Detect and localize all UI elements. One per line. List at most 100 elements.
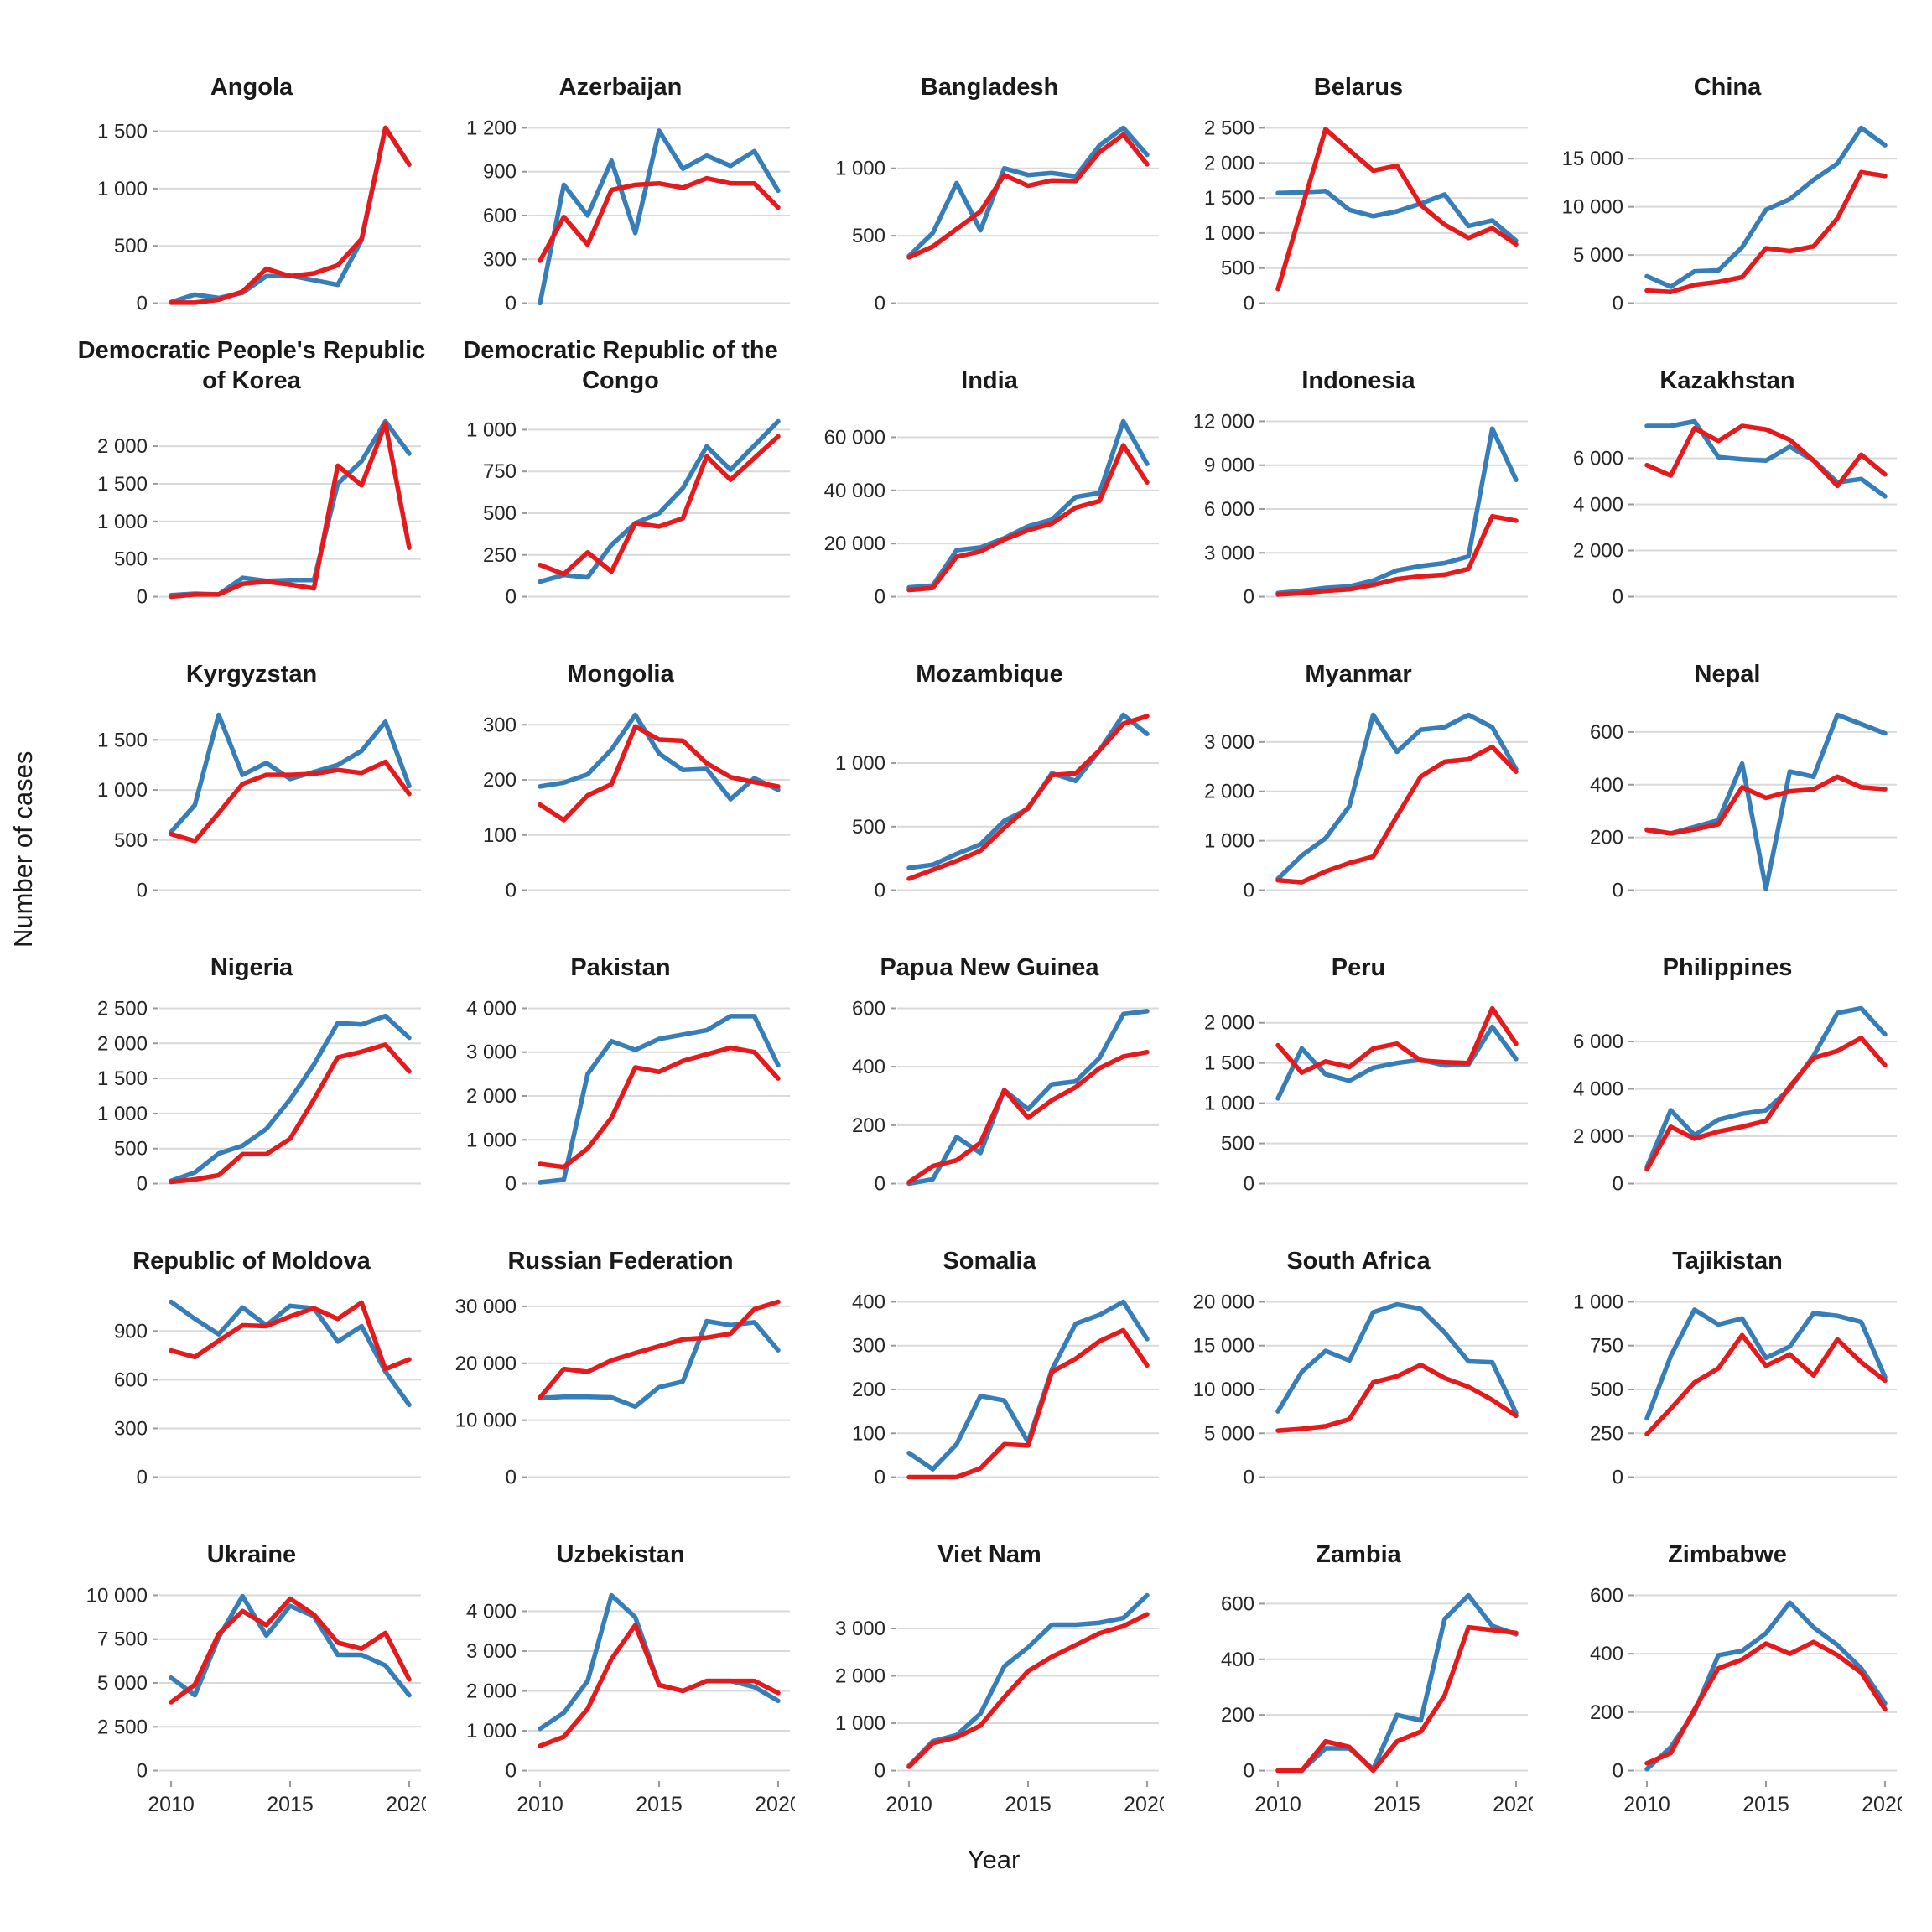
y-tick-label: 1 000 <box>97 779 148 802</box>
panel-zambia: Zambia 0 200 400 600 2010 2015 2020 <box>1184 1508 1533 1823</box>
y-tick-label: 600 <box>114 1368 148 1391</box>
y-tick-label: 2 500 <box>97 1716 148 1738</box>
blue-series-line <box>169 1299 412 1408</box>
y-tick-label: 2 000 <box>1573 540 1623 563</box>
y-tick-label: 1 000 <box>1573 1291 1623 1313</box>
y-tick-label: 60 000 <box>824 426 886 449</box>
y-tick-label: 2 000 <box>835 1665 886 1688</box>
y-tick-label: 200 <box>1221 1704 1254 1727</box>
red-series-line <box>1275 744 1519 885</box>
y-tick-label: 300 <box>483 714 517 736</box>
panel-mozambique: Mozambique 0 500 1 000 <box>815 627 1164 906</box>
y-tick-label: 1 500 <box>1204 1052 1254 1075</box>
panel-democratic-people-s-republic-of-korea: Democratic People's Republic of Korea 0 50… <box>77 334 426 612</box>
y-tick-label: 200 <box>852 1379 886 1401</box>
y-tick-label: 0 <box>1613 1173 1623 1196</box>
panel-plot: 0 3 000 6 000 9 000 12 000 <box>1193 410 1528 609</box>
y-tick-label: 500 <box>1221 1133 1254 1156</box>
panel-tajikistan: Tajikistan 0 250 500 750 1 000 <box>1553 1214 1902 1493</box>
y-tick-label: 6 000 <box>1204 498 1254 521</box>
red-series-line <box>1275 1362 1519 1433</box>
y-tick-label: 0 <box>137 1173 148 1196</box>
y-tick-label: 0 <box>1244 880 1254 902</box>
y-tick-label: 20 000 <box>1193 1291 1254 1313</box>
y-tick-label: 200 <box>1590 827 1623 849</box>
y-tick-label: 10 000 <box>455 1410 517 1432</box>
x-tick-label: 2020 <box>1493 1793 1533 1816</box>
panel-title: Republic of Moldova <box>132 1248 371 1275</box>
y-tick-label: 500 <box>1221 257 1254 280</box>
red-series-line <box>906 1612 1150 1769</box>
panel-belarus: Belarus 0 500 1 000 1 500 2 000 2 500 <box>1184 40 1533 319</box>
panel-title: Bangladesh <box>920 74 1059 101</box>
blue-series-line <box>906 1009 1150 1187</box>
panel-uzbekistan: Uzbekistan 0 1 000 2 000 3 000 4 000 2010 2015 2… <box>446 1508 795 1823</box>
red-series-line <box>1644 1332 1888 1437</box>
y-tick-label: 5 000 <box>97 1672 148 1695</box>
red-series-line <box>1275 1005 1519 1075</box>
y-tick-label: 2 000 <box>1573 1125 1623 1148</box>
blue-series-line <box>1275 188 1519 243</box>
blue-series-line <box>538 418 781 584</box>
y-tick-label: 7 500 <box>97 1628 148 1651</box>
panel-title: Mongolia <box>567 661 674 688</box>
red-series-line <box>1644 169 1888 295</box>
red-series-line <box>1275 127 1519 292</box>
blue-series-line <box>538 1592 781 1732</box>
y-tick-label: 1 000 <box>835 158 886 180</box>
panel-title: Peru <box>1331 954 1386 981</box>
red-series-line <box>1275 1624 1519 1774</box>
red-series-line <box>538 1045 781 1170</box>
red-series-line <box>538 175 781 263</box>
y-tick-label: 300 <box>114 1417 148 1440</box>
blue-series-line <box>1644 1600 1888 1772</box>
x-tick-label: 2020 <box>1124 1793 1164 1816</box>
y-tick-label: 3 000 <box>466 1041 517 1064</box>
y-tick-label: 0 <box>137 1760 148 1783</box>
y-tick-label: 0 <box>875 586 886 609</box>
panel-plot: 0 2 000 4 000 6 000 <box>1573 418 1897 609</box>
y-tick-label: 500 <box>114 1138 148 1161</box>
y-tick-label: 10 000 <box>1562 196 1623 219</box>
panel-plot: 0 200 400 600 2010 2015 2020 <box>1221 1592 1533 1816</box>
y-axis-title: Number of cases <box>8 750 38 948</box>
blue-series-line <box>538 128 781 306</box>
x-tick-label: 2020 <box>1862 1793 1902 1816</box>
y-tick-label: 500 <box>852 225 886 247</box>
blue-series-line <box>169 418 412 598</box>
y-tick-label: 2 500 <box>97 997 148 1020</box>
y-tick-label: 0 <box>875 1467 886 1489</box>
panel-plot: 0 200 400 600 <box>852 997 1159 1196</box>
red-series-line <box>1644 423 1888 489</box>
red-series-line <box>538 724 781 823</box>
panel-plot: 0 500 1 000 1 500 <box>97 712 421 902</box>
y-tick-label: 3 000 <box>835 1618 886 1640</box>
y-tick-label: 250 <box>1590 1422 1623 1445</box>
panel-azerbaijan: Azerbaijan 0 300 600 900 1 200 <box>446 40 795 319</box>
panel-plot: 0 2 500 5 000 7 500 10 000 2010 2015 2020 <box>86 1584 426 1816</box>
y-tick-label: 2 000 <box>466 1680 517 1703</box>
x-tick-label: 2020 <box>755 1793 795 1816</box>
x-tick-label: 2010 <box>1623 1793 1670 1816</box>
y-tick-label: 1 000 <box>835 1712 886 1735</box>
y-tick-label: 30 000 <box>455 1296 517 1318</box>
blue-series-line <box>1275 1301 1519 1415</box>
panel-title: China <box>1693 74 1762 101</box>
y-tick-label: 0 <box>506 586 517 609</box>
panel-plot: 0 500 1 000 1 500 2 000 2 500 <box>1204 117 1528 315</box>
panel-plot: 0 5 000 10 000 15 000 20 000 <box>1193 1291 1528 1489</box>
panel-plot: 0 20 000 40 000 60 000 <box>824 418 1159 609</box>
panel-viet-nam: Viet Nam 0 1 000 2 000 3 000 2010 2015 2020 <box>815 1508 1164 1823</box>
y-tick-label: 400 <box>852 1056 886 1078</box>
y-tick-label: 100 <box>852 1422 886 1445</box>
panel-title: Tajikistan <box>1672 1248 1783 1275</box>
y-tick-label: 200 <box>852 1114 886 1137</box>
panel-title: Democratic People's Republic of Korea <box>77 337 426 394</box>
red-series-line <box>538 1623 781 1748</box>
panel-somalia: Somalia 0 100 200 300 400 <box>815 1214 1164 1493</box>
x-tick-label: 2010 <box>148 1793 195 1816</box>
y-tick-label: 40 000 <box>824 480 886 502</box>
panel-democratic-republic-of-the-congo: Democratic Republic of the Congo 0 250 500 7… <box>446 334 795 612</box>
x-tick-label: 2015 <box>1005 1793 1052 1816</box>
y-tick-label: 10 000 <box>86 1584 148 1607</box>
